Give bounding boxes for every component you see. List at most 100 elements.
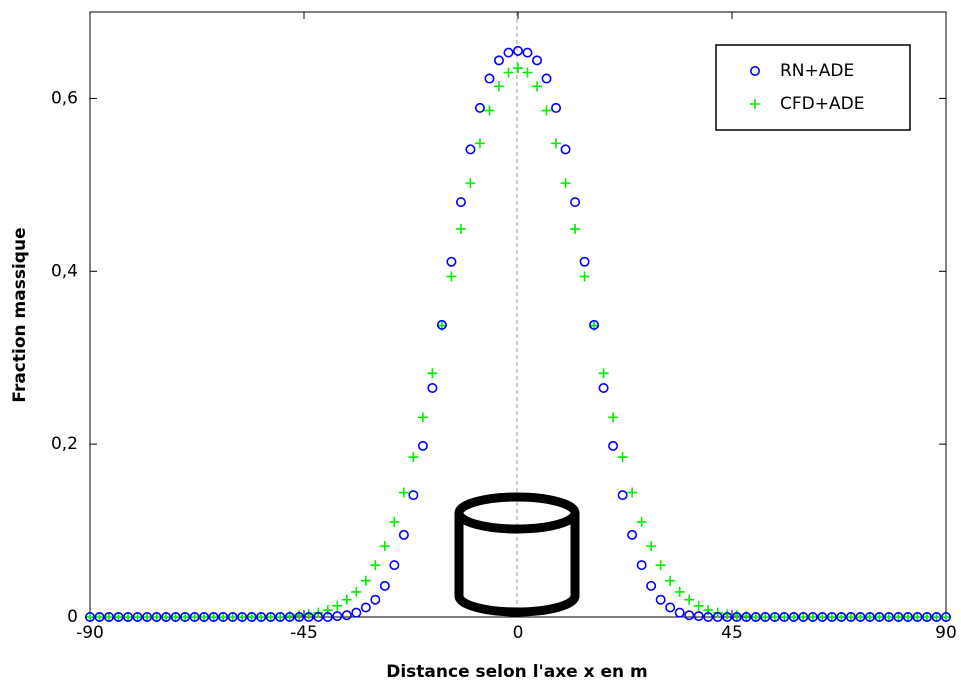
point [902, 611, 913, 622]
point [874, 612, 885, 622]
point [322, 611, 333, 622]
point [417, 412, 428, 423]
point [703, 611, 714, 622]
point [265, 612, 276, 622]
point [883, 612, 894, 622]
point [684, 610, 695, 621]
point [864, 612, 875, 622]
point [551, 102, 562, 113]
point [389, 516, 400, 527]
point [237, 612, 248, 622]
point [208, 611, 219, 622]
cylinder-icon [454, 492, 580, 617]
point [893, 612, 904, 622]
point [836, 611, 847, 622]
point [693, 611, 704, 622]
y-tick-label: 0,2 [51, 434, 78, 454]
x-axis-label: Distance selon l'axe x en m [386, 662, 648, 682]
point [817, 611, 828, 622]
point [845, 612, 856, 622]
y-tick-label: 0,6 [51, 88, 78, 108]
point [722, 611, 733, 622]
x-tick-label: -90 [76, 623, 104, 643]
point [541, 73, 552, 84]
point [427, 382, 438, 393]
point [142, 612, 153, 622]
point [113, 612, 124, 622]
point [617, 452, 628, 463]
point [674, 607, 685, 618]
point [455, 197, 466, 208]
point [769, 612, 780, 622]
point [541, 105, 552, 116]
point [408, 452, 419, 463]
point [275, 612, 286, 622]
y-axis-label: Fraction massique [10, 227, 30, 402]
point [807, 611, 818, 622]
legend-marker [750, 99, 760, 109]
y-tick-label: 0,4 [51, 261, 78, 281]
point [94, 612, 105, 622]
point [341, 610, 352, 621]
point [560, 178, 571, 189]
point [104, 611, 115, 622]
point [284, 611, 295, 622]
point [227, 611, 238, 622]
point [769, 611, 780, 622]
point [655, 560, 666, 571]
point [189, 611, 200, 622]
point [731, 611, 742, 622]
point [788, 612, 799, 622]
point [522, 67, 533, 78]
legend-label: RN+ADE [780, 61, 854, 81]
point [931, 611, 942, 622]
point [760, 611, 771, 622]
point [436, 319, 447, 330]
point [503, 67, 514, 78]
point [161, 611, 172, 622]
point [189, 612, 200, 622]
point [123, 612, 134, 622]
point [807, 612, 818, 622]
point [598, 368, 609, 379]
point [151, 611, 162, 622]
point [883, 611, 894, 622]
point [874, 611, 885, 622]
point [142, 611, 153, 622]
point [560, 144, 571, 155]
point [313, 611, 324, 622]
point [646, 541, 657, 552]
point [180, 611, 191, 622]
point [246, 611, 257, 622]
legend-box [715, 44, 911, 131]
point [826, 612, 837, 622]
point [341, 594, 352, 605]
point [522, 47, 533, 58]
point [551, 138, 562, 149]
point [170, 611, 181, 622]
point [570, 223, 581, 234]
point [798, 612, 809, 622]
point [294, 611, 305, 622]
point [712, 611, 723, 622]
point [170, 612, 181, 622]
point [836, 612, 847, 622]
point [455, 223, 466, 234]
point [788, 611, 799, 622]
point [161, 612, 172, 622]
point [570, 197, 581, 208]
point [379, 541, 390, 552]
point [655, 594, 666, 605]
point [113, 611, 124, 622]
legend-label: CFD+ADE [780, 94, 864, 114]
point [627, 487, 638, 498]
point [674, 586, 685, 597]
point [798, 611, 809, 622]
point [940, 611, 951, 622]
point [398, 529, 409, 540]
point [360, 602, 371, 613]
point [351, 607, 362, 618]
point [532, 55, 543, 66]
point [474, 138, 485, 149]
